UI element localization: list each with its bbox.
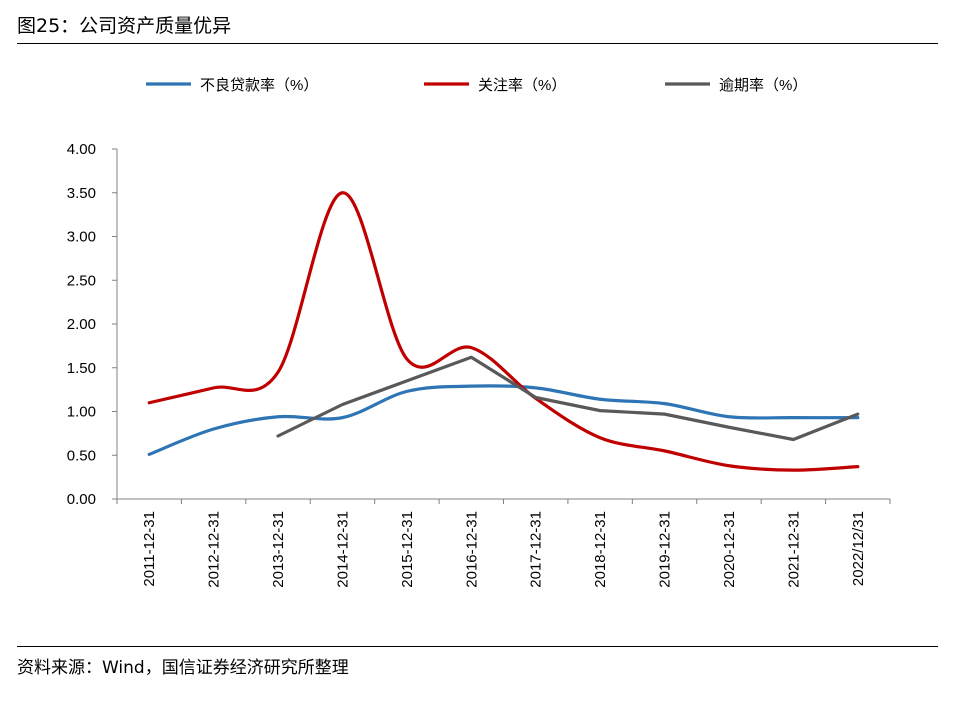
y-tick-label: 1.50 [67,360,96,377]
x-tick-label: 2011-12-31 [141,511,158,587]
y-tick-label: 3.50 [67,185,96,202]
y-tick-label: 0.50 [67,447,96,464]
series-line-2 [147,191,860,472]
x-tick-label: 2022/12/31 [850,511,867,586]
top-rule [17,43,938,44]
legend-label-1: 不良贷款率（%） [200,77,318,94]
y-tick-label: 4.00 [67,141,96,158]
x-tick-label: 2016-12-31 [463,511,480,588]
x-tick-label: 2012-12-31 [206,511,223,588]
series-line-3 [276,355,860,442]
legend-label-2: 关注率（%） [478,77,566,94]
y-tick-label: 0.00 [67,491,96,508]
y-tick-label: 1.00 [67,404,96,421]
chart-legend: 不良贷款率（%） 关注率（%） 逾期率（%） [146,77,807,94]
x-tick-label: 2014-12-31 [334,511,351,588]
x-tick-label: 2013-12-31 [270,511,287,588]
chart-series [147,191,860,472]
figure-title: 图25：公司资产质量优异 [17,15,232,37]
y-tick-label: 2.50 [67,272,96,289]
x-tick-label: 2018-12-31 [592,511,609,588]
bottom-rule [17,646,938,647]
x-tick-label: 2017-12-31 [528,511,545,588]
x-tick-label: 2021-12-31 [785,511,802,588]
series-line-1 [147,384,860,456]
y-tick-label: 2.00 [67,316,96,333]
x-tick-label: 2015-12-31 [399,511,416,588]
y-tick-label: 3.00 [67,229,96,246]
legend-label-3: 逾期率（%） [719,77,807,94]
x-tick-label: 2020-12-31 [721,511,738,588]
x-tick-label: 2019-12-31 [657,511,674,588]
chart-axes: 0.00 0.50 1.00 1.50 2.00 2.50 3.00 3.50 4.00 2011… [67,141,891,588]
source-note: 资料来源：Wind，国信证券经济研究所整理 [17,658,349,678]
